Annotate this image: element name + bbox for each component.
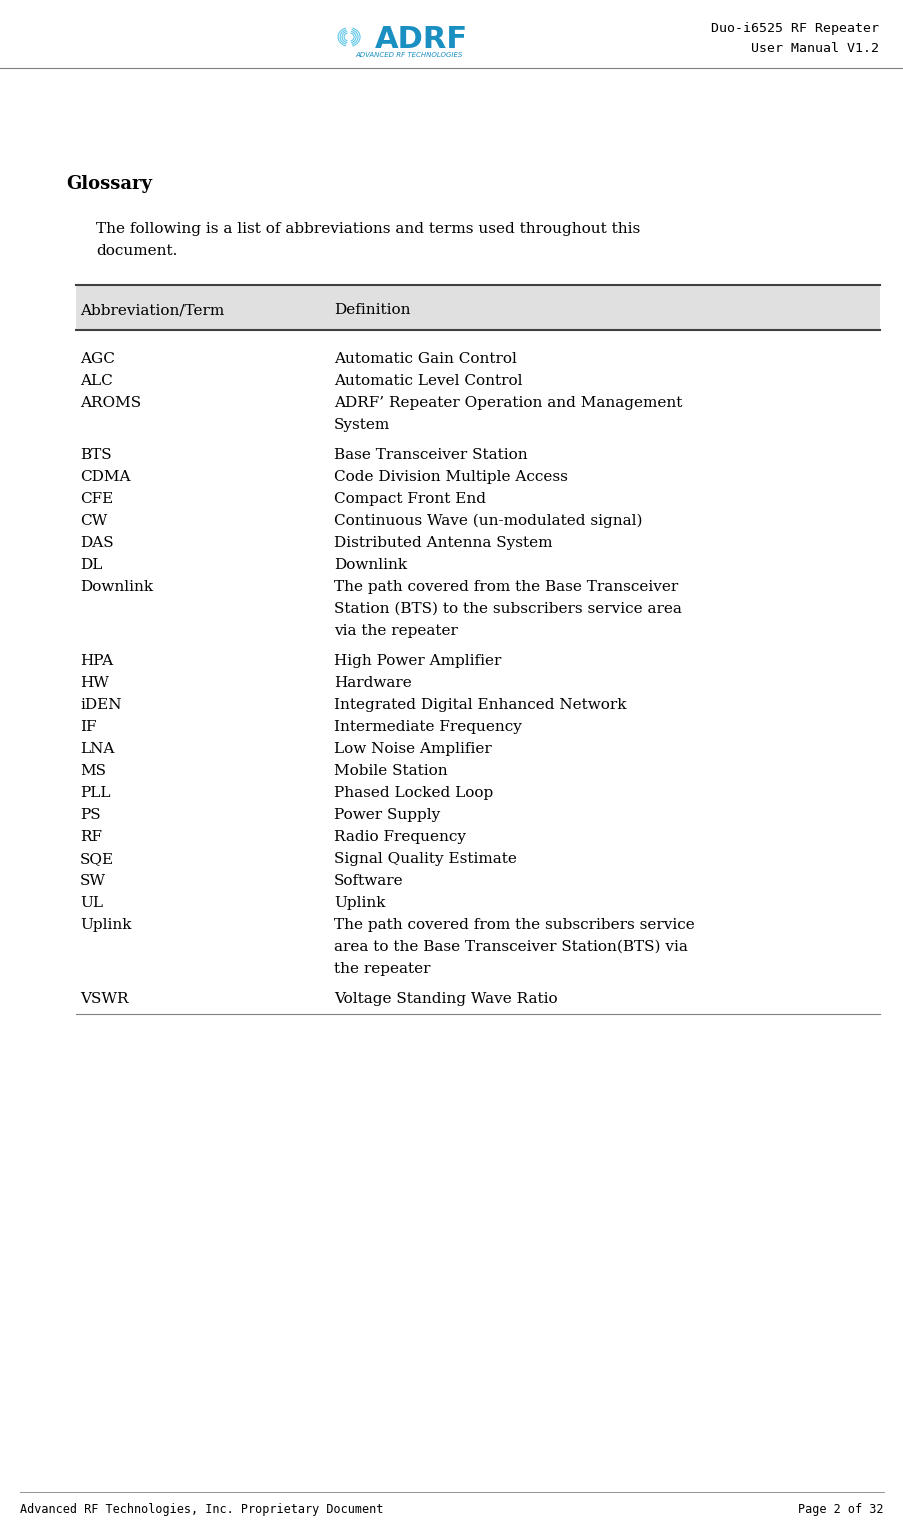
Text: The following is a list of abbreviations and terms used throughout this: The following is a list of abbreviations… [96, 221, 639, 237]
Text: the repeater: the repeater [333, 961, 430, 977]
Text: Station (BTS) to the subscribers service area: Station (BTS) to the subscribers service… [333, 601, 681, 617]
Text: Downlink: Downlink [333, 559, 406, 572]
Text: Software: Software [333, 874, 403, 888]
Text: Page 2 of 32: Page 2 of 32 [797, 1503, 883, 1517]
Text: Voltage Standing Wave Ratio: Voltage Standing Wave Ratio [333, 992, 557, 1006]
Text: via the repeater: via the repeater [333, 624, 457, 638]
Text: User Manual V1.2: User Manual V1.2 [749, 43, 878, 55]
Text: HPA: HPA [79, 655, 113, 668]
Text: The path covered from the subscribers service: The path covered from the subscribers se… [333, 919, 694, 932]
Text: Compact Front End: Compact Front End [333, 491, 486, 507]
Text: DAS: DAS [79, 536, 114, 549]
Text: Intermediate Frequency: Intermediate Frequency [333, 720, 521, 734]
Text: Mobile Station: Mobile Station [333, 765, 447, 778]
Text: iDEN: iDEN [79, 697, 121, 713]
Text: SW: SW [79, 874, 106, 888]
Text: LNA: LNA [79, 742, 115, 755]
Text: ADVANCED RF TECHNOLOGIES: ADVANCED RF TECHNOLOGIES [355, 52, 462, 58]
Text: Uplink: Uplink [333, 896, 385, 909]
Text: Radio Frequency: Radio Frequency [333, 830, 465, 844]
Text: Uplink: Uplink [79, 919, 131, 932]
Text: High Power Amplifier: High Power Amplifier [333, 655, 501, 668]
Text: Code Division Multiple Access: Code Division Multiple Access [333, 470, 567, 484]
Text: System: System [333, 418, 390, 432]
Text: document.: document. [96, 244, 177, 258]
Text: Signal Quality Estimate: Signal Quality Estimate [333, 852, 517, 865]
Text: Duo-i6525 RF Repeater: Duo-i6525 RF Repeater [710, 21, 878, 35]
Text: Phased Locked Loop: Phased Locked Loop [333, 786, 493, 800]
Text: SQE: SQE [79, 852, 114, 865]
Text: The path covered from the Base Transceiver: The path covered from the Base Transceiv… [333, 580, 677, 594]
Text: Automatic Gain Control: Automatic Gain Control [333, 353, 517, 366]
Text: Continuous Wave (un-modulated signal): Continuous Wave (un-modulated signal) [333, 514, 642, 528]
Text: UL: UL [79, 896, 103, 909]
Text: Glossary: Glossary [66, 175, 152, 192]
Text: Abbreviation/Term: Abbreviation/Term [79, 304, 224, 317]
Text: DL: DL [79, 559, 102, 572]
Text: IF: IF [79, 720, 97, 734]
Text: Integrated Digital Enhanced Network: Integrated Digital Enhanced Network [333, 697, 626, 713]
Text: Advanced RF Technologies, Inc. Proprietary Document: Advanced RF Technologies, Inc. Proprieta… [20, 1503, 383, 1517]
Text: PLL: PLL [79, 786, 110, 800]
Text: AGC: AGC [79, 353, 115, 366]
Text: VSWR: VSWR [79, 992, 128, 1006]
Text: PS: PS [79, 807, 100, 823]
Text: Distributed Antenna System: Distributed Antenna System [333, 536, 552, 549]
Text: Downlink: Downlink [79, 580, 153, 594]
Text: RF: RF [79, 830, 102, 844]
Text: CDMA: CDMA [79, 470, 130, 484]
Text: CFE: CFE [79, 491, 113, 507]
Text: ALC: ALC [79, 374, 113, 388]
Text: Hardware: Hardware [333, 676, 411, 690]
Text: ADRF: ADRF [375, 24, 468, 53]
Bar [76, 285, 879, 330]
Text: CW: CW [79, 514, 107, 528]
Text: AROMS: AROMS [79, 397, 141, 410]
Text: Definition: Definition [333, 304, 410, 317]
Text: HW: HW [79, 676, 108, 690]
Text: area to the Base Transceiver Station(BTS) via: area to the Base Transceiver Station(BTS… [333, 940, 687, 954]
Text: Automatic Level Control: Automatic Level Control [333, 374, 522, 388]
Text: Base Transceiver Station: Base Transceiver Station [333, 449, 527, 462]
Text: ADRF’ Repeater Operation and Management: ADRF’ Repeater Operation and Management [333, 397, 682, 410]
Text: Low Noise Amplifier: Low Noise Amplifier [333, 742, 491, 755]
Text: BTS: BTS [79, 449, 111, 462]
Text: Power Supply: Power Supply [333, 807, 440, 823]
Text: MS: MS [79, 765, 106, 778]
